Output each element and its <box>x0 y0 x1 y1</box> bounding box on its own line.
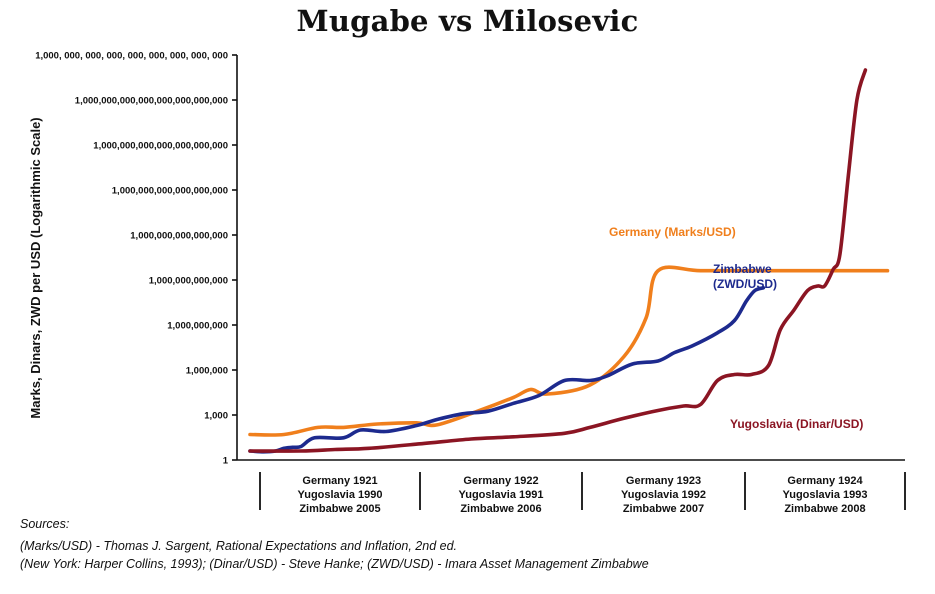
sources-heading: Sources: <box>20 517 70 531</box>
y-tick-label: 1,000,000,000,000,000,000 <box>112 186 228 197</box>
series-label-zimbabwe: Zimbabwe (ZWD/USD) <box>713 262 777 291</box>
x-period-label: Germany 1924 <box>787 475 863 487</box>
y-tick-label: 1,000,000,000,000,000,000,000 <box>93 141 228 152</box>
y-axis-label-group: Marks, Dinars, ZWD per USD (Logarithmic … <box>28 117 43 418</box>
y-tick-label: 1,000, 000, 000, 000, 000, 000, 000, 000… <box>35 51 228 62</box>
x-axis: Germany 1921 Yugoslavia 1990 Zimbabwe 2005… <box>237 459 906 515</box>
series-line-germany <box>248 265 890 437</box>
x-period-label: Germany 1921 <box>302 475 377 487</box>
y-tick-label: 1,000,000,000 <box>167 321 228 332</box>
y-tick-label: 1 <box>223 456 229 467</box>
x-period-label: Zimbabwe 2008 <box>784 503 865 515</box>
series-line-yugoslavia <box>248 68 868 453</box>
series-labels: Germany (Marks/USD) Zimbabwe (ZWD/USD) Yugo… <box>609 225 863 431</box>
chart-title: Mugabe vs Milosevic <box>296 4 639 38</box>
y-axis-label: Marks, Dinars, ZWD per USD (Logarithmic … <box>28 117 43 418</box>
x-period-label: Zimbabwe 2007 <box>623 503 704 515</box>
x-period-label: Yugoslavia 1991 <box>459 489 544 501</box>
y-tick-label: 1,000,000 <box>186 366 228 377</box>
series-lines <box>248 68 890 454</box>
x-period-label: Zimbabwe 2005 <box>299 503 380 515</box>
x-period-label: Germany 1922 <box>463 475 538 487</box>
series-line-zimbabwe <box>248 286 766 454</box>
series-label-yugoslavia: Yugoslavia (Dinar/USD) <box>730 417 863 431</box>
y-tick-label: 1,000,000,000,000,000 <box>130 231 228 242</box>
x-period-label: Yugoslavia 1993 <box>783 489 868 501</box>
y-tick-label: 1,000 <box>204 411 228 422</box>
series-label-germany: Germany (Marks/USD) <box>609 225 736 239</box>
sources-line-dinar-zwd: (New York: Harper Collins, 1993); (Dinar… <box>20 557 649 571</box>
y-tick-label: 1,000,000,000,000,000,000,000,000 <box>75 96 228 107</box>
sources-line-marks: (Marks/USD) - Thomas J. Sargent, Rationa… <box>20 539 458 553</box>
x-period-label: Yugoslavia 1990 <box>298 489 383 501</box>
x-period-label: Zimbabwe 2006 <box>460 503 541 515</box>
y-axis-ticks: 1 1,000 1,000,000 1,000,000,000 1,000,000,00… <box>35 51 238 467</box>
y-tick-label: 1,000,000,000,000 <box>149 276 228 287</box>
x-period-label: Germany 1923 <box>626 475 701 487</box>
x-period-label: Yugoslavia 1992 <box>621 489 706 501</box>
